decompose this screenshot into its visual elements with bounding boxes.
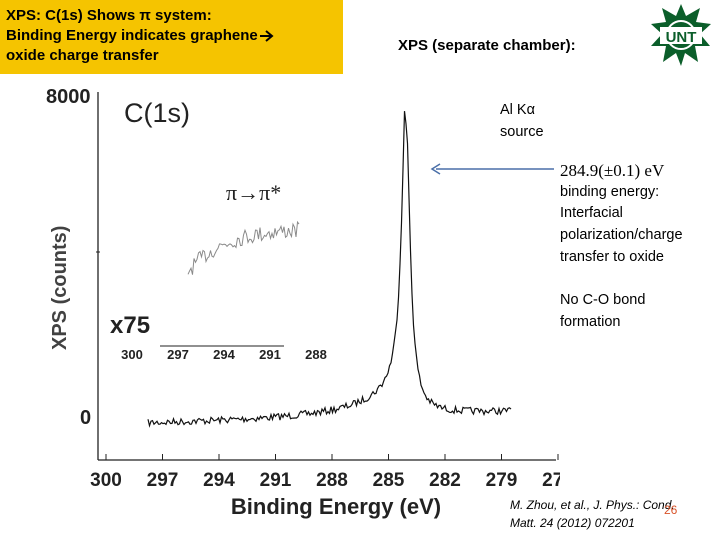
slide-title-box: XPS: C(1s) Shows π system: Binding Energ… [0, 0, 343, 74]
x-tick-label: 291 [260, 470, 292, 491]
x-tick-label: 282 [429, 470, 461, 491]
x-tick-label: 297 [147, 470, 179, 491]
y-tick-8000: 8000 [46, 86, 91, 108]
inset-x-tick-label: 291 [259, 347, 281, 362]
title-line-3: oxide charge transfer [6, 47, 159, 64]
title-line-2-text: Binding Energy indicates graphene [6, 27, 258, 44]
y-tick-0: 0 [80, 407, 91, 429]
x-tick-label: 288 [316, 470, 348, 491]
source-line-2: source [500, 123, 544, 140]
title-line-2: Binding Energy indicates graphene [6, 26, 337, 46]
inset-x-tick-label: 288 [305, 347, 327, 362]
be-line-1: binding energy: [560, 183, 660, 200]
x-axis-ticks: 300 297 294 291 288 285 282 279 276 [90, 454, 560, 491]
page-number: 26 [664, 503, 678, 517]
title-line-1: XPS: C(1s) Shows π system: [6, 7, 212, 24]
xps-c1s-spectrum: 8000 0 300 297 294 291 288 285 282 279 276 Bindi… [46, 86, 560, 519]
unt-eagle-logo-icon: UNT [651, 4, 711, 66]
pi-pi-star-label: π→π* [226, 180, 281, 205]
x-tick-label: 294 [203, 470, 235, 491]
x-tick-label: 285 [373, 470, 405, 491]
inset-x-ticks: 300 297 294 291 288 [121, 347, 327, 362]
binding-energy-value: 284.9(±0.1) eV [560, 161, 665, 180]
source-line-1: Al Kα [500, 102, 535, 118]
satellite-inset-curve [187, 220, 300, 275]
arrow-left-icon [430, 163, 554, 175]
citation: M. Zhou, et al., J. Phys.: Cond. Matt. 2… [510, 496, 675, 532]
binding-energy-note: 284.9(±0.1) eV binding energy: Interfaci… [560, 160, 683, 269]
c1s-spectrum-curve [147, 111, 512, 428]
no-co-line-2: formation [560, 313, 621, 330]
citation-line-2: Matt. 24 (2012) 072201 [510, 516, 635, 530]
c1s-peak-label: C(1s) [124, 98, 190, 128]
no-co-bond-note: No C-O bond formation [560, 290, 645, 333]
overlap-label: XPS (counts) [49, 226, 71, 350]
be-line-2: Interfacial [560, 205, 623, 222]
xps-chamber-label: XPS (separate chamber): [398, 37, 576, 54]
right-arrow-icon [259, 30, 274, 42]
inset-scale-label: x75 [110, 312, 150, 339]
source-note: Al Kα source [500, 100, 544, 143]
inset-x-tick-label: 300 [121, 347, 143, 362]
citation-line-1: M. Zhou, et al., J. Phys.: Cond. [510, 498, 675, 512]
no-co-line-1: No C-O bond [560, 292, 646, 308]
x-tick-label: 300 [90, 470, 122, 491]
x-tick-label: 279 [486, 470, 518, 491]
x-axis-label: Binding Energy (eV) [231, 494, 441, 519]
be-line-3: polarization/charge [560, 227, 683, 244]
be-line-4: transfer to oxide [560, 248, 664, 265]
logo-text: UNT [666, 29, 697, 46]
inset-x-tick-label: 297 [167, 347, 189, 362]
x-tick-label: 276 [542, 470, 560, 491]
inset-x-tick-label: 294 [213, 347, 235, 362]
